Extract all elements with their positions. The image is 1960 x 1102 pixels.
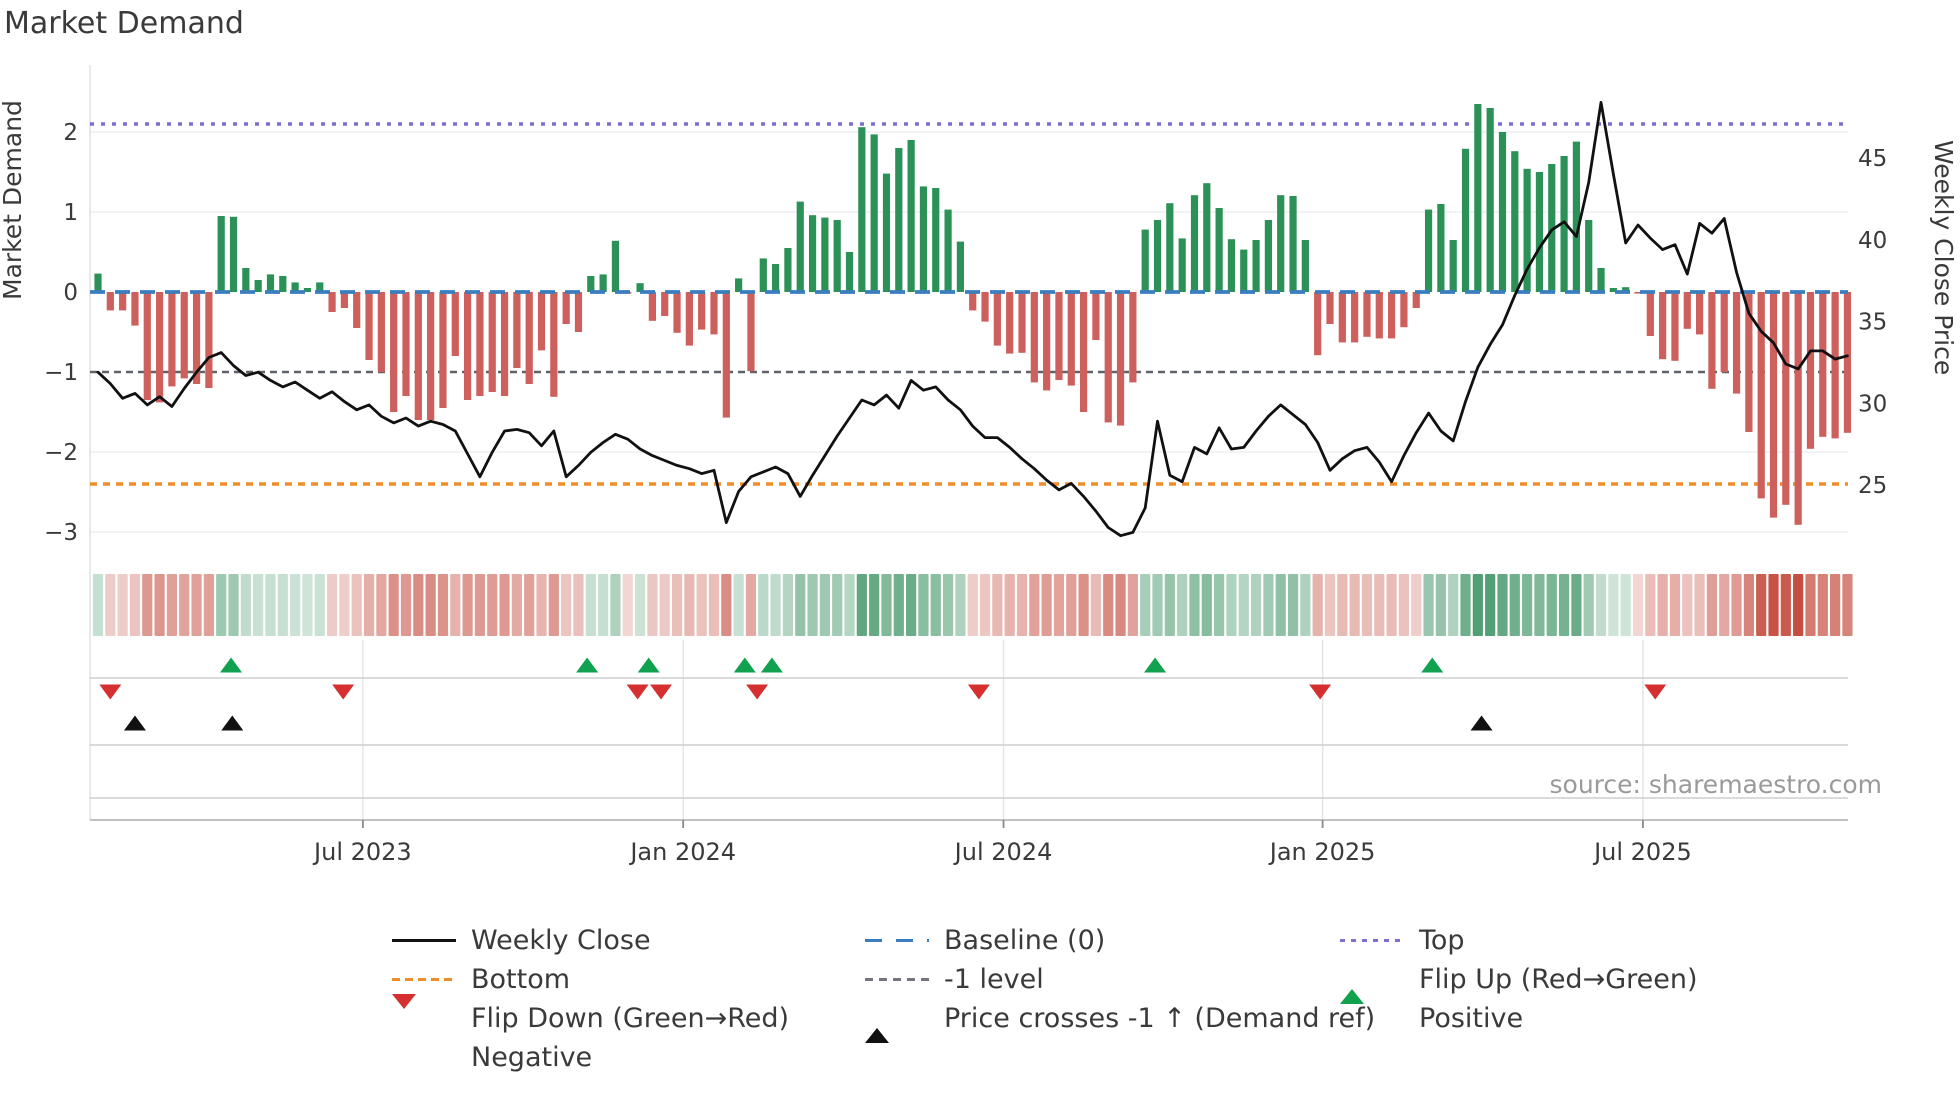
price-tick-label: 25 bbox=[1858, 473, 1887, 499]
legend-item: -1 level bbox=[865, 960, 1375, 999]
legend-label: Weekly Close bbox=[471, 925, 651, 956]
tri-up-black-icon bbox=[865, 1008, 929, 1043]
legend-item: Bottom bbox=[392, 960, 789, 999]
dot-purple-icon bbox=[1340, 931, 1404, 951]
source-attribution: source: sharemaestro.com bbox=[1549, 770, 1883, 799]
legend-label: Bottom bbox=[471, 964, 571, 995]
legend-column: Baseline (0) -1 level Price crosses -1 ↑ (… bbox=[865, 921, 1376, 1043]
line-black-icon bbox=[392, 931, 456, 951]
band-lines bbox=[90, 677, 1848, 799]
legend-item: Top bbox=[1340, 921, 1698, 960]
legend-item: Baseline (0) bbox=[865, 921, 1375, 960]
legend-label: Positive bbox=[1419, 1003, 1524, 1034]
left-tick-labels: 2 1 0 −1 −2 −3 bbox=[44, 120, 78, 546]
circle-green-icon bbox=[1340, 1009, 1404, 1029]
price-tick-label: 30 bbox=[1858, 391, 1887, 417]
page-title: Market Demand bbox=[4, 6, 244, 41]
dash-gray-icon bbox=[865, 970, 929, 990]
demand-tick-label: 1 bbox=[63, 200, 78, 226]
demand-tick-label: −3 bbox=[44, 520, 78, 546]
legend-label: Top bbox=[1419, 925, 1465, 956]
x-tick-label: Jul 2023 bbox=[312, 838, 412, 866]
price-cross-markers bbox=[123, 715, 1493, 731]
right-tick-labels: 45 40 35 30 25 bbox=[1858, 146, 1887, 499]
grid-lines bbox=[89, 65, 1848, 820]
demand-tick-label: −2 bbox=[44, 440, 78, 466]
legend-item: Negative bbox=[392, 1038, 789, 1077]
legend-item: Flip Up (Red→Green) bbox=[1340, 960, 1698, 1004]
legend-column: Weekly Close Bottom Flip Down (Green→Red) N… bbox=[392, 921, 789, 1077]
price-tick-label: 40 bbox=[1858, 228, 1887, 254]
demand-chart: Jul 2023 Jan 2024 Jul 2024 Jan 2025 Jul 2025… bbox=[44, 65, 1887, 866]
dash-blue-icon bbox=[865, 931, 929, 951]
demand-bars bbox=[94, 104, 1852, 525]
legend-label: Price crosses -1 ↑ (Demand ref) bbox=[944, 1003, 1376, 1034]
legend-label: Baseline (0) bbox=[944, 925, 1106, 956]
x-tick-label: Jul 2025 bbox=[1592, 838, 1692, 866]
tri-up-green-icon bbox=[1340, 969, 1404, 1004]
legend-label: -1 level bbox=[944, 964, 1044, 995]
legend-label: Negative bbox=[471, 1042, 593, 1073]
weekly-close-line bbox=[96, 101, 1849, 538]
flip-down-markers bbox=[99, 684, 1667, 700]
legend-item: Weekly Close bbox=[392, 921, 789, 960]
demand-tick-label: −1 bbox=[44, 360, 78, 386]
left-axis-title: Market Demand bbox=[0, 100, 27, 300]
x-axis: Jul 2023 Jan 2024 Jul 2024 Jan 2025 Jul 2025 bbox=[90, 819, 1848, 866]
tri-down-red-icon bbox=[392, 993, 456, 1029]
legend-label: Flip Down (Green→Red) bbox=[471, 1003, 790, 1034]
x-tick-label: Jan 2024 bbox=[628, 838, 736, 866]
legend-label: Flip Up (Red→Green) bbox=[1419, 964, 1698, 995]
price-tick-label: 45 bbox=[1858, 146, 1887, 172]
circle-darkred-icon bbox=[392, 1048, 456, 1068]
flip-up-markers bbox=[220, 657, 1444, 673]
x-tick-label: Jul 2024 bbox=[953, 838, 1053, 866]
legend-column: Top Flip Up (Red→Green) Positive bbox=[1340, 921, 1698, 1038]
demand-tick-label: 0 bbox=[63, 280, 78, 306]
demand-tick-label: 2 bbox=[63, 120, 78, 146]
heatmap-strip bbox=[92, 574, 1853, 636]
dash-orange-icon bbox=[392, 970, 456, 990]
legend-item: Positive bbox=[1340, 999, 1698, 1038]
legend-item: Price crosses -1 ↑ (Demand ref) bbox=[865, 999, 1376, 1043]
x-tick-label: Jan 2025 bbox=[1268, 838, 1376, 866]
right-axis-title: Weekly Close Price bbox=[1929, 140, 1958, 376]
legend-item: Flip Down (Green→Red) bbox=[392, 993, 790, 1038]
price-tick-label: 35 bbox=[1858, 310, 1887, 336]
